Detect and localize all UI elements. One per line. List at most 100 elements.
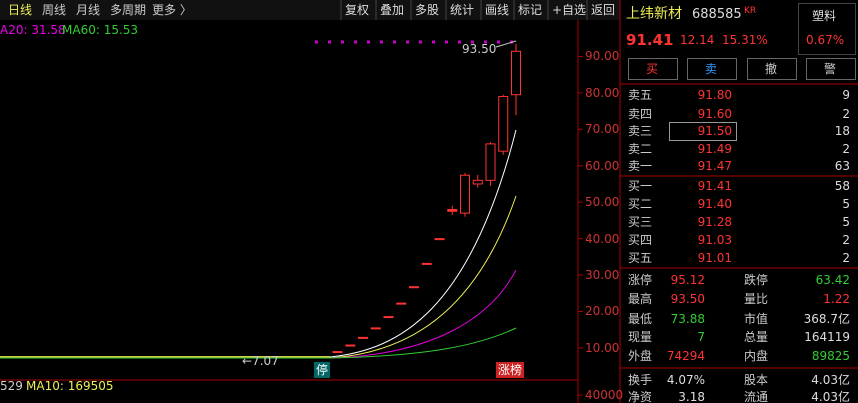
book-volume: 2: [842, 107, 850, 121]
book-price: 91.01: [697, 251, 732, 265]
selected-price: [669, 122, 737, 141]
book-volume: 5: [842, 197, 850, 211]
candle-body: [396, 302, 407, 305]
ma20-label: A20: 31.58: [0, 23, 66, 37]
book-volume: 5: [842, 215, 850, 229]
stat-label: 外盘: [628, 349, 653, 363]
book-price: 91.50: [697, 124, 732, 138]
action-label[interactable]: 买: [646, 62, 659, 76]
y-tick-label: 40.00: [585, 231, 620, 246]
stat-value: 93.50: [670, 292, 705, 306]
stat-value: 368.7亿: [803, 312, 850, 326]
period-tab[interactable]: 多周期: [110, 3, 147, 17]
volume-label: 529: [0, 379, 23, 393]
toolbar-button[interactable]: 叠加: [380, 3, 405, 17]
book-label: 卖三: [628, 124, 653, 138]
stat-label: 内盘: [744, 349, 769, 363]
candle-body: [485, 143, 496, 181]
ma20-line: [329, 269, 517, 359]
book-price: 91.03: [697, 233, 732, 247]
book-price: 91.28: [697, 215, 732, 229]
toolbar-button[interactable]: 标记: [518, 3, 543, 17]
book-label: 买二: [628, 197, 653, 211]
toolbar-bg: [0, 0, 620, 20]
period-tab[interactable]: 日线: [8, 3, 33, 17]
stat-value: 164119: [804, 330, 850, 344]
action-button[interactable]: [806, 58, 856, 80]
toolbar-button[interactable]: 复权: [345, 3, 370, 17]
book-label: 买五: [628, 251, 653, 265]
stat-value: 7: [697, 330, 705, 344]
book-price: 91.41: [697, 179, 732, 193]
candle-body: [332, 351, 343, 354]
book-volume: 9: [842, 88, 850, 102]
candle-body: [498, 96, 509, 152]
y-tick-label: 50.00: [585, 195, 620, 210]
ma5-line: [329, 129, 517, 358]
stat-label: 流通: [744, 390, 769, 403]
ma60-line: [0, 327, 517, 359]
price-change-pct: 15.31%: [722, 33, 768, 47]
book-price: 91.80: [697, 88, 732, 102]
toolbar-button[interactable]: 多股: [415, 3, 440, 17]
toolbar-button[interactable]: 画线: [485, 3, 510, 17]
stock-name: 上纬新材: [626, 6, 682, 22]
volume-tick-label: 40000: [585, 388, 624, 402]
book-volume: 2: [842, 251, 850, 265]
toolbar-button[interactable]: 统计: [450, 3, 475, 17]
action-label[interactable]: 撤: [765, 62, 778, 76]
y-tick-label: 60.00: [585, 158, 620, 173]
candle-body: [421, 262, 432, 265]
period-tab[interactable]: 更多 〉: [152, 3, 192, 17]
book-label: 买三: [628, 215, 653, 229]
y-tick-label: 30.00: [585, 268, 620, 283]
toolbar-button[interactable]: +自选: [552, 3, 587, 17]
sector-name: 塑料: [812, 9, 837, 23]
period-tab[interactable]: 周线: [42, 3, 67, 17]
stat-value: 4.03亿: [811, 390, 850, 403]
stat-value: 95.12: [670, 273, 705, 287]
book-price: 91.47: [697, 159, 732, 173]
stat-value: 89825: [811, 349, 850, 363]
high-label: 93.50: [462, 42, 497, 56]
stat-value: 73.88: [670, 312, 705, 326]
action-button[interactable]: [747, 58, 797, 80]
y-tick-label: 10.00: [585, 340, 620, 355]
candle-body: [383, 316, 394, 319]
action-label[interactable]: 卖: [705, 62, 718, 76]
y-tick-label: 70.00: [585, 122, 620, 137]
stat-label: 总量: [744, 330, 769, 344]
stock-tag: KR: [744, 5, 757, 16]
action-button[interactable]: [628, 58, 678, 80]
book-label: 买四: [628, 233, 653, 247]
sector-box: [798, 3, 856, 55]
period-tab[interactable]: 月线: [76, 3, 101, 17]
ma10-line: [329, 195, 517, 359]
stat-value: 63.42: [815, 273, 850, 287]
stat-label: 涨停: [628, 273, 653, 287]
high-arrow: [495, 40, 517, 48]
candle-body: [370, 327, 381, 330]
last-price: 91.41: [626, 30, 674, 49]
stat-label: 换手: [628, 373, 653, 387]
stat-label: 现量: [628, 330, 653, 344]
stat-label: 市值: [744, 312, 769, 326]
candle-body: [472, 179, 483, 185]
stat-label: 跌停: [744, 273, 769, 287]
toolbar-button[interactable]: 返回: [591, 3, 616, 17]
ma60-label: MA60: 15.53: [62, 23, 139, 37]
book-label: 卖四: [628, 107, 653, 121]
stat-value: 74294: [666, 349, 705, 363]
action-button[interactable]: [687, 58, 737, 80]
price-change: 12.14: [680, 33, 715, 47]
action-label[interactable]: 警: [824, 62, 837, 76]
suspend-tag: 停: [314, 362, 331, 378]
y-tick-label: 20.00: [585, 304, 620, 319]
book-price: 91.49: [697, 142, 732, 156]
volume-ma-label: MA10: 169505: [26, 379, 114, 393]
book-volume: 2: [842, 233, 850, 247]
stat-label: 股本: [744, 373, 769, 387]
candle-body: [460, 174, 470, 214]
